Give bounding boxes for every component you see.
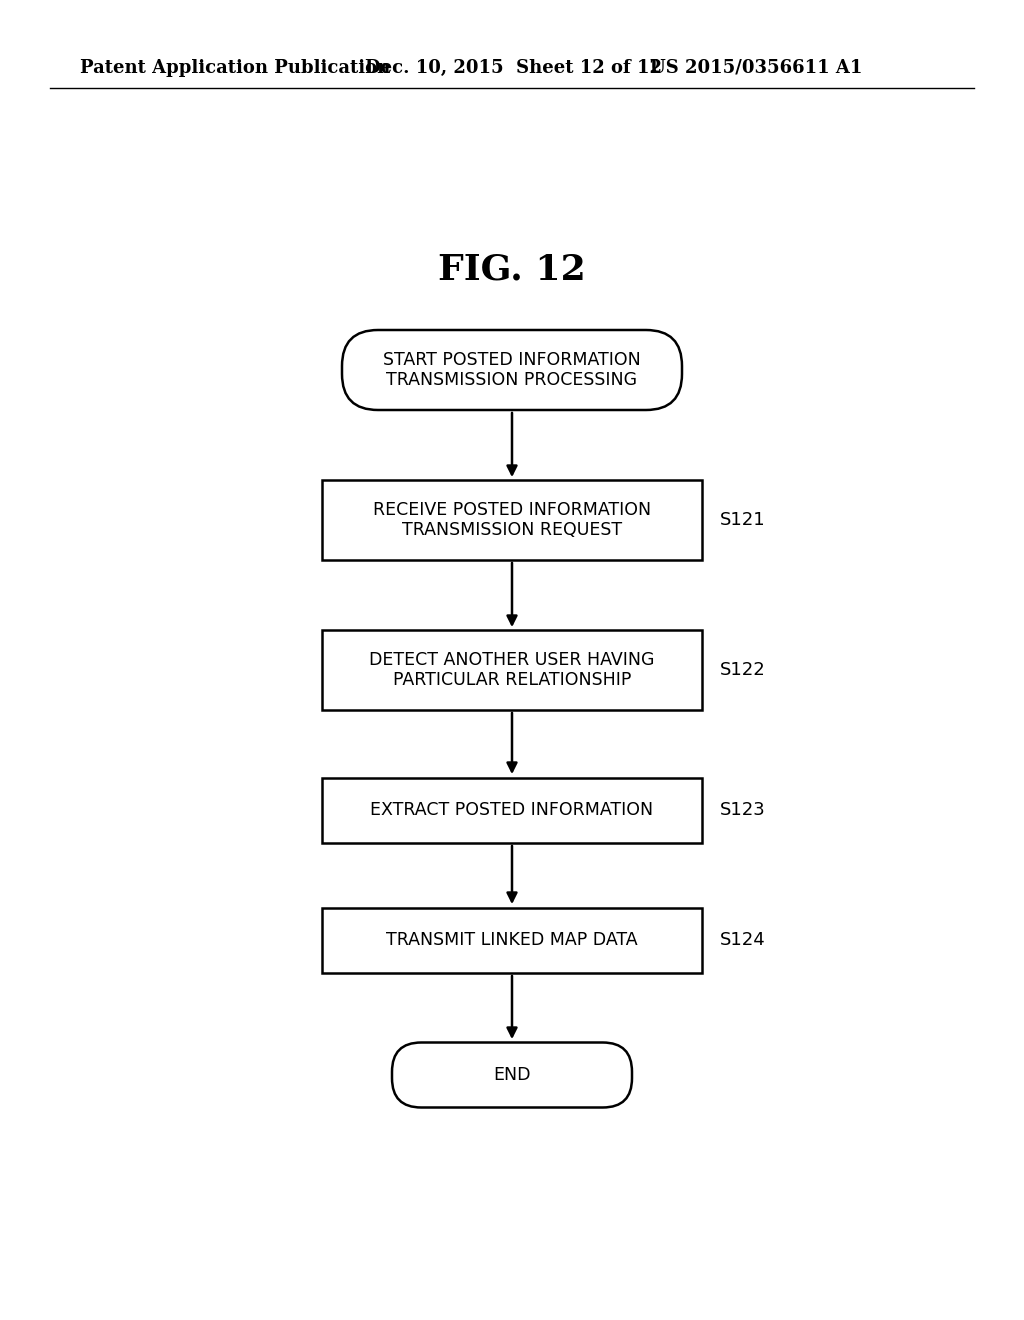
Text: FIG. 12: FIG. 12 bbox=[438, 253, 586, 286]
Text: S124: S124 bbox=[720, 931, 766, 949]
Bar bbox=[322, 480, 702, 560]
Text: S123: S123 bbox=[720, 801, 766, 818]
Text: S122: S122 bbox=[720, 661, 766, 678]
Bar bbox=[322, 908, 702, 973]
Text: EXTRACT POSTED INFORMATION: EXTRACT POSTED INFORMATION bbox=[371, 801, 653, 818]
Text: END: END bbox=[494, 1067, 530, 1084]
Text: US 2015/0356611 A1: US 2015/0356611 A1 bbox=[650, 59, 862, 77]
Text: S121: S121 bbox=[720, 511, 766, 529]
Text: RECEIVE POSTED INFORMATION
TRANSMISSION REQUEST: RECEIVE POSTED INFORMATION TRANSMISSION … bbox=[373, 500, 651, 540]
FancyBboxPatch shape bbox=[342, 330, 682, 411]
Bar bbox=[322, 777, 702, 842]
Text: Dec. 10, 2015  Sheet 12 of 12: Dec. 10, 2015 Sheet 12 of 12 bbox=[365, 59, 662, 77]
Text: START POSTED INFORMATION
TRANSMISSION PROCESSING: START POSTED INFORMATION TRANSMISSION PR… bbox=[383, 351, 641, 389]
FancyBboxPatch shape bbox=[392, 1043, 632, 1107]
Text: Patent Application Publication: Patent Application Publication bbox=[80, 59, 390, 77]
Text: TRANSMIT LINKED MAP DATA: TRANSMIT LINKED MAP DATA bbox=[386, 931, 638, 949]
Bar bbox=[322, 630, 702, 710]
Text: DETECT ANOTHER USER HAVING
PARTICULAR RELATIONSHIP: DETECT ANOTHER USER HAVING PARTICULAR RE… bbox=[370, 651, 654, 689]
